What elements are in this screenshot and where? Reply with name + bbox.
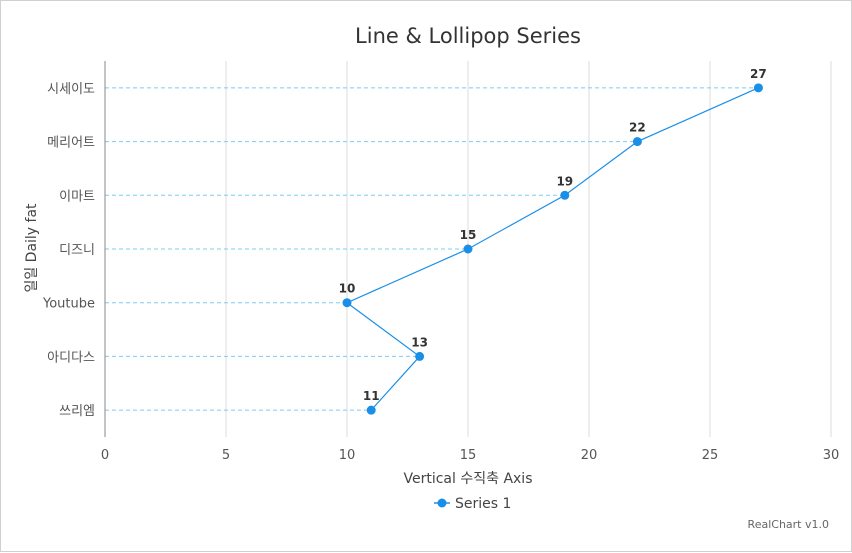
data-labels: 27 22 19 15 10 13 11 bbox=[339, 67, 767, 403]
y-tick-label: 쓰리엠 bbox=[59, 404, 95, 419]
x-tick-label: 25 bbox=[702, 448, 719, 463]
legend[interactable]: Series 1 bbox=[434, 496, 511, 512]
y-tick-label: 메리어트 bbox=[47, 136, 95, 151]
series-points bbox=[342, 83, 763, 415]
credit-text: RealChart v1.0 bbox=[748, 518, 829, 531]
data-point[interactable] bbox=[753, 83, 763, 93]
x-tick-label: 5 bbox=[222, 448, 230, 463]
legend-point-marker bbox=[437, 498, 447, 508]
chart-title: Line & Lollipop Series bbox=[355, 24, 581, 48]
data-label: 19 bbox=[556, 174, 573, 188]
x-tick-label: 10 bbox=[339, 448, 356, 463]
x-tick-label: 20 bbox=[581, 448, 598, 463]
y-tick-label: 이마트 bbox=[59, 189, 95, 204]
data-point[interactable] bbox=[415, 351, 425, 361]
x-tick-label: 30 bbox=[823, 448, 840, 463]
data-point[interactable] bbox=[560, 190, 570, 200]
value-tick-labels: 0 5 10 15 20 25 30 bbox=[101, 448, 839, 463]
lollipop-stems bbox=[105, 87, 759, 411]
y-tick-label: Youtube bbox=[42, 297, 95, 312]
data-label: 22 bbox=[629, 121, 646, 135]
data-point[interactable] bbox=[342, 298, 352, 308]
data-point[interactable] bbox=[463, 244, 473, 254]
data-label: 15 bbox=[460, 228, 477, 242]
y-tick-label: 디즈니 bbox=[59, 243, 95, 258]
x-axis-title: Vertical 수직축 Axis bbox=[404, 471, 533, 487]
y-tick-label: 아디다스 bbox=[47, 350, 95, 365]
data-point[interactable] bbox=[366, 405, 376, 415]
data-label: 13 bbox=[411, 335, 428, 349]
data-point[interactable] bbox=[632, 137, 642, 147]
x-tick-label: 15 bbox=[460, 448, 477, 463]
legend-label: Series 1 bbox=[455, 496, 511, 512]
y-axis-title: 일일 Daily fat bbox=[24, 203, 40, 293]
x-tick-label: 0 bbox=[101, 448, 109, 463]
data-label: 27 bbox=[750, 67, 767, 81]
data-label: 10 bbox=[339, 282, 356, 296]
data-label: 11 bbox=[363, 389, 380, 403]
y-tick-label: 시세이도 bbox=[47, 82, 95, 97]
